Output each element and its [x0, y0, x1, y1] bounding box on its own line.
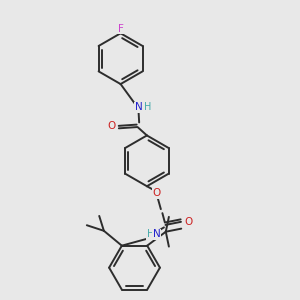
Text: N: N	[153, 229, 161, 239]
Text: O: O	[152, 188, 160, 198]
Text: O: O	[108, 121, 116, 131]
Text: H: H	[147, 229, 154, 239]
Text: N: N	[135, 102, 142, 112]
Text: F: F	[118, 24, 124, 34]
Text: O: O	[184, 217, 193, 227]
Text: H: H	[145, 102, 152, 112]
